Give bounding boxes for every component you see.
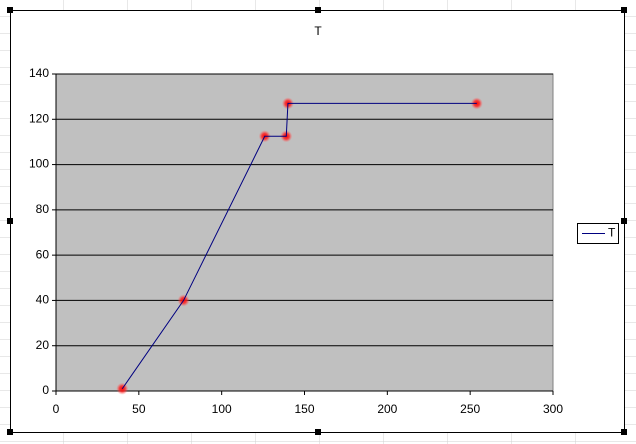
y-tick-label: 140 xyxy=(29,66,49,80)
x-tick-label: 100 xyxy=(212,402,232,416)
y-tick-label: 40 xyxy=(36,293,50,307)
marker xyxy=(116,382,129,395)
legend-label: T xyxy=(608,226,616,240)
y-tick-label: 60 xyxy=(36,247,50,261)
x-tick-label: 150 xyxy=(294,402,314,416)
selection-handles xyxy=(7,7,627,435)
y-tick-label: 100 xyxy=(29,157,49,171)
y-tick-label: 80 xyxy=(36,202,50,216)
y-tick-label: 20 xyxy=(36,338,50,352)
y-tick-label: 120 xyxy=(29,111,49,125)
y-tick-label: 0 xyxy=(42,383,49,397)
x-tick-label: 50 xyxy=(132,402,146,416)
plot-area xyxy=(55,73,554,392)
series-line xyxy=(121,102,477,390)
chart-title: T xyxy=(314,24,322,38)
x-tick-label: 300 xyxy=(543,402,563,416)
x-tick-label: 0 xyxy=(53,402,60,416)
x-tick-label: 250 xyxy=(460,402,480,416)
x-tick-label: 200 xyxy=(377,402,397,416)
